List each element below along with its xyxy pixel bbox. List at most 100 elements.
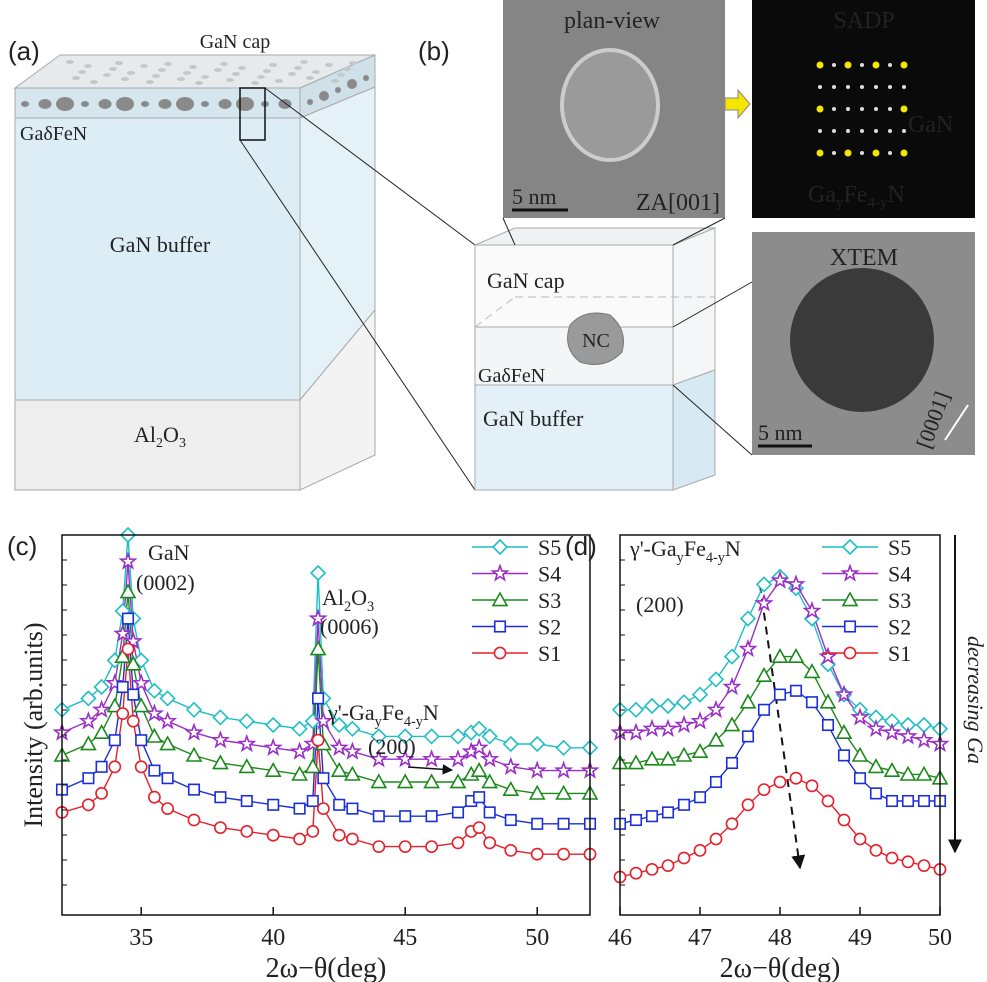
marker — [370, 773, 388, 789]
marker — [395, 749, 415, 768]
buffer — [14, 117, 301, 401]
dot — [141, 101, 149, 107]
marker — [491, 538, 509, 556]
marker — [185, 701, 203, 718]
marker — [835, 723, 853, 740]
chart: (c) 35 40 45 50 2ω−θ(deg) Intensity (arb.units… — [7, 526, 600, 982]
spot — [872, 149, 880, 157]
marker — [741, 730, 755, 743]
dot — [218, 99, 232, 109]
marker — [786, 574, 806, 593]
marker — [240, 825, 254, 838]
dot — [325, 63, 333, 67]
marker — [212, 754, 229, 770]
spot — [860, 151, 864, 155]
marker — [135, 734, 148, 747]
spot — [818, 129, 822, 133]
label: GaN — [908, 112, 953, 138]
side-label: decreasing Ga — [963, 636, 987, 764]
marker — [869, 787, 883, 800]
marker — [725, 756, 739, 770]
dot — [251, 81, 259, 85]
marker — [491, 591, 509, 607]
direction-arrow — [944, 404, 969, 441]
marker — [691, 686, 709, 703]
legend-label: S2 — [888, 615, 911, 640]
marker — [675, 694, 693, 711]
marker — [313, 711, 333, 730]
marker — [504, 813, 517, 827]
annotation: (0002) — [136, 570, 195, 595]
dot — [140, 64, 148, 68]
spot — [860, 63, 864, 67]
spot — [888, 107, 892, 111]
marker — [332, 828, 346, 842]
zoom-line — [502, 217, 516, 246]
dot — [337, 73, 345, 77]
spot — [832, 107, 836, 111]
marker — [755, 576, 773, 593]
label: GaδFeN — [478, 365, 545, 387]
spot — [832, 63, 836, 67]
dot — [232, 72, 240, 76]
dot — [72, 76, 80, 80]
marker — [184, 722, 204, 741]
marker — [240, 794, 253, 808]
marker — [658, 718, 678, 737]
marker — [901, 794, 915, 808]
dot — [121, 77, 129, 81]
scale-bar: 5 nm — [512, 184, 557, 209]
marker — [627, 754, 645, 770]
marker — [423, 728, 440, 745]
marker — [739, 693, 757, 709]
marker — [853, 772, 867, 785]
label: SADP — [833, 8, 894, 34]
marker — [95, 787, 108, 800]
marker — [473, 791, 486, 804]
marker — [504, 844, 518, 857]
legend-label: S4 — [538, 562, 561, 587]
scale-bar: 5 nm — [758, 420, 803, 445]
marker — [917, 859, 931, 872]
dot — [98, 99, 112, 109]
marker — [885, 851, 899, 865]
marker — [372, 810, 385, 823]
dot — [183, 71, 191, 75]
marker — [866, 718, 886, 737]
marker — [293, 802, 306, 815]
spot — [832, 151, 836, 155]
marker — [770, 570, 790, 589]
dot — [90, 80, 98, 84]
marker — [629, 813, 643, 827]
marker — [843, 646, 857, 660]
spot — [816, 149, 824, 157]
marker — [132, 697, 150, 713]
marker — [396, 773, 414, 789]
marker — [212, 709, 229, 726]
marker — [627, 701, 645, 718]
dot — [363, 75, 369, 81]
marker — [725, 817, 739, 831]
marker — [899, 765, 917, 781]
marker — [238, 713, 255, 730]
label: plan-view — [564, 8, 661, 34]
marker — [397, 728, 414, 745]
buffer — [474, 384, 674, 491]
marker — [159, 690, 176, 707]
marker — [819, 693, 837, 709]
dot — [226, 78, 234, 82]
dashed — [474, 296, 516, 328]
marker — [312, 692, 325, 705]
marker — [124, 655, 142, 671]
dot — [201, 101, 209, 107]
marker — [690, 711, 710, 730]
dot — [158, 68, 166, 72]
dot — [146, 80, 154, 84]
marker — [159, 735, 176, 751]
dot — [78, 70, 86, 74]
marker — [677, 851, 691, 865]
annotation: γ'-GayFe4-yN — [629, 536, 741, 566]
marker — [869, 844, 883, 857]
marker — [126, 714, 140, 728]
chart: (d) 46 47 48 49 50 2ω−θ(deg) decreasing Ga γ'-Ga… — [565, 531, 987, 982]
